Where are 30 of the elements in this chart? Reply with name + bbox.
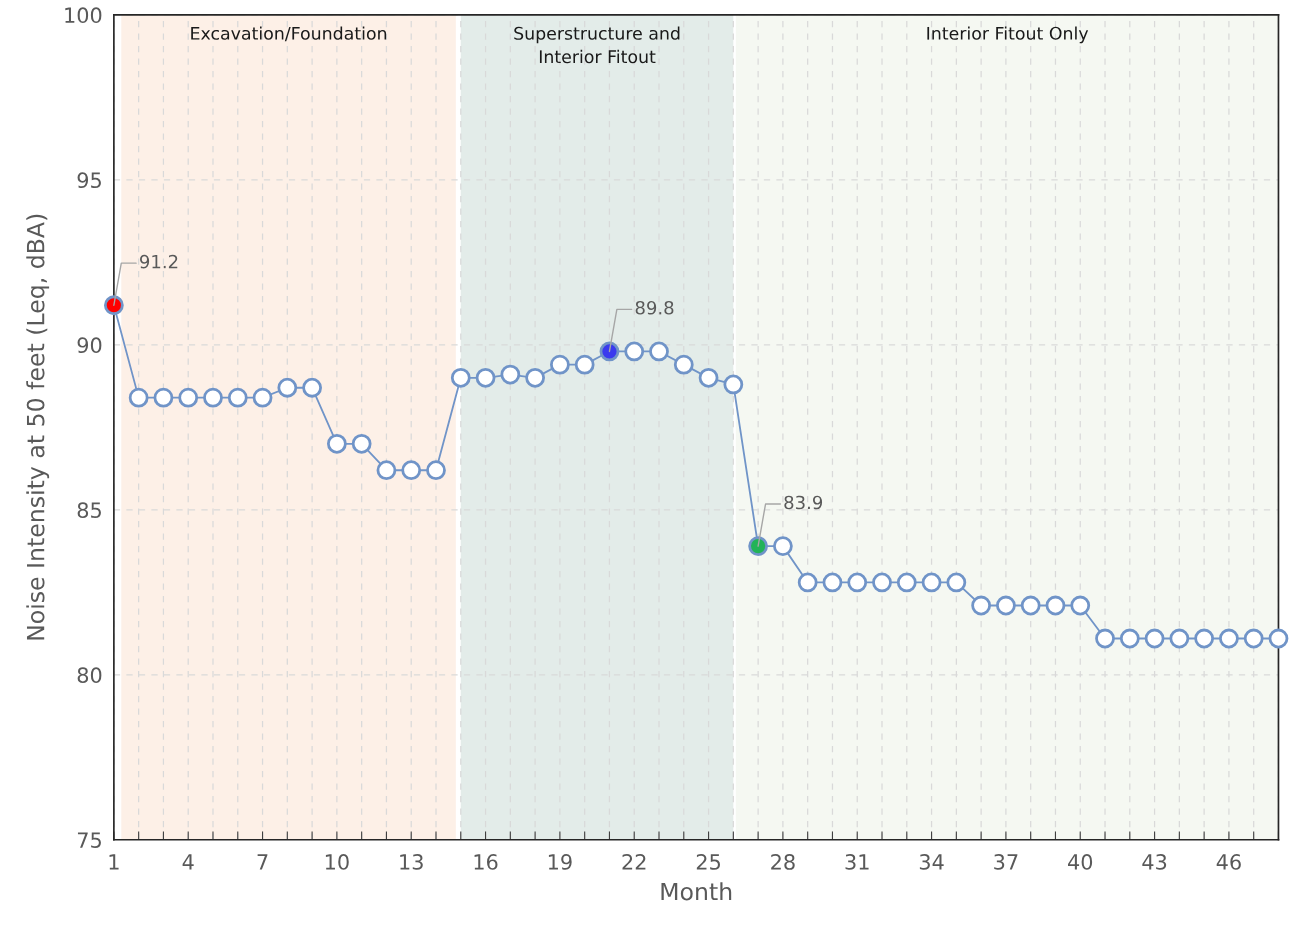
annotation: 89.8	[635, 300, 674, 315]
x-tick-label: 46	[1216, 854, 1241, 870]
y-tick-label: 95	[77, 172, 101, 189]
band-label: Interior Fitout Only	[927, 26, 1089, 44]
y-tick-label: 100	[65, 7, 102, 24]
band-label: Excavation/Foundation	[191, 26, 387, 42]
x-tick-label: 28	[771, 854, 795, 870]
x-axis-title: Month	[661, 882, 732, 901]
y-tick-label: 80	[77, 667, 102, 684]
x-tick-label: 10	[325, 854, 349, 870]
x-tick-label: 4	[182, 854, 194, 870]
y-axis-title: Noise Intensity at 50 feet (Leq, dBA)	[26, 214, 50, 640]
x-tick-label: 1	[109, 854, 119, 870]
annotation: 83.9	[784, 495, 823, 510]
x-tick-label: 31	[845, 854, 869, 870]
band-label: Superstructure and Interior Fitout	[514, 26, 680, 64]
x-tick-label: 25	[696, 854, 720, 870]
y-tick-label: 75	[77, 832, 101, 848]
annotation: 91.2	[140, 254, 178, 269]
y-tick-label: 90	[77, 337, 102, 354]
x-tick-label: 43	[1142, 854, 1167, 870]
x-tick-label: 19	[548, 854, 572, 870]
x-tick-label: 13	[400, 854, 423, 870]
x-tick-label: 16	[474, 854, 498, 870]
y-tick-label: 85	[77, 502, 101, 519]
x-tick-label: 40	[1068, 854, 1093, 870]
x-tick-label: 7	[257, 854, 268, 870]
x-tick-label: 22	[622, 854, 646, 870]
x-tick-label: 37	[994, 854, 1018, 870]
x-tick-label: 34	[919, 854, 944, 870]
